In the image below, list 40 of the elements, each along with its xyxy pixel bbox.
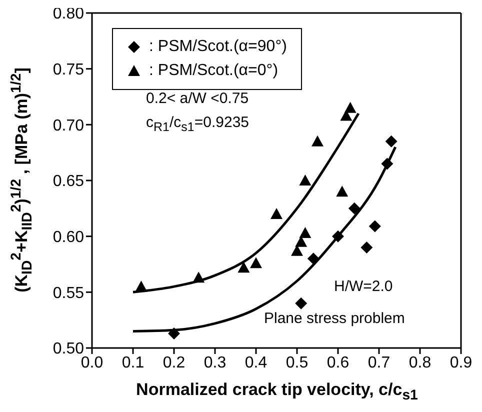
x-tick-label: 0.2 — [162, 354, 186, 372]
y-tick-label: 0.55 — [52, 284, 84, 302]
y-tick-label: 0.70 — [52, 117, 84, 134]
y-tick-label: 0.65 — [52, 173, 84, 190]
point — [168, 327, 180, 340]
x-axis-title: Normalized crack tip velocity, c/c$_{s1}$ — [135, 380, 419, 404]
annotation: H/W=2.0 — [334, 278, 393, 295]
legend-label: : PSM/Scot.(α=90°) — [149, 37, 287, 57]
x-tick-label: 0.4 — [244, 354, 268, 372]
point — [135, 280, 148, 292]
point — [192, 272, 205, 283]
point — [307, 252, 320, 265]
point — [344, 102, 356, 113]
point — [332, 230, 344, 242]
x-tick-label: 0.9 — [450, 354, 472, 372]
point — [360, 242, 373, 254]
y-tick-label: 0.75 — [52, 62, 84, 79]
x-tick-label: 0.8 — [408, 354, 432, 372]
x-tick-label: 0.5 — [286, 354, 308, 372]
point — [381, 158, 394, 170]
point — [299, 226, 312, 238]
point — [238, 262, 250, 273]
y-tick-label: 0.60 — [52, 229, 84, 246]
point — [348, 202, 360, 214]
point — [295, 297, 308, 310]
annotation: 0.2< a/W <0.75 — [146, 90, 249, 107]
point — [270, 208, 282, 219]
x-tick-label: 0.3 — [204, 354, 226, 372]
x-tick-label: 0.1 — [122, 354, 144, 372]
x-tick-label: 0.6 — [326, 354, 350, 372]
legend-label: : PSM/Scot.(α=0°) — [149, 61, 278, 81]
point — [299, 174, 312, 186]
point — [312, 135, 324, 146]
point — [250, 257, 262, 268]
point — [368, 220, 381, 232]
x-tick-label: 0.7 — [368, 354, 390, 372]
annotation: c$_{R1}$/c$_{s1}$=0.9235 — [146, 114, 249, 134]
point — [385, 135, 398, 148]
annotation: Plane stress problem — [264, 310, 405, 327]
point — [336, 186, 348, 197]
